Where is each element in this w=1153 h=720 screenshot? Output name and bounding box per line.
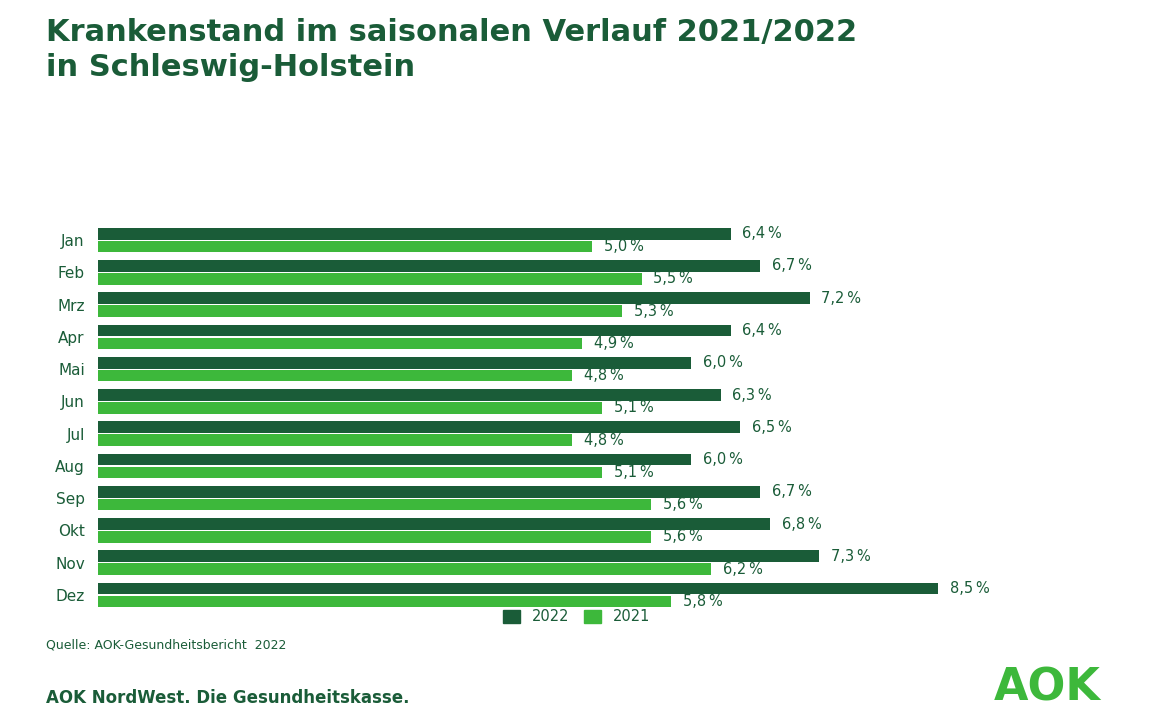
Text: 5,6 %: 5,6 %: [663, 498, 703, 512]
Bar: [98, 467, 602, 478]
Bar: [98, 260, 760, 272]
Text: 5,8 %: 5,8 %: [683, 594, 723, 609]
Text: 5,3 %: 5,3 %: [634, 304, 673, 319]
Text: 6,2 %: 6,2 %: [723, 562, 762, 577]
Text: 5,6 %: 5,6 %: [663, 529, 703, 544]
Text: AOK NordWest. Die Gesundheitskasse.: AOK NordWest. Die Gesundheitskasse.: [46, 689, 409, 707]
Bar: [98, 421, 740, 433]
Text: 6,0 %: 6,0 %: [703, 452, 743, 467]
Bar: [98, 499, 651, 510]
Bar: [98, 305, 621, 317]
Bar: [98, 434, 572, 446]
Text: 4,8 %: 4,8 %: [585, 433, 624, 448]
Bar: [98, 551, 820, 562]
Bar: [98, 531, 651, 543]
Bar: [98, 454, 691, 465]
Text: 6,7 %: 6,7 %: [773, 258, 812, 274]
Bar: [98, 486, 760, 498]
Text: Quelle: AOK-Gesundheitsbericht  2022: Quelle: AOK-Gesundheitsbericht 2022: [46, 639, 286, 652]
Text: 8,5 %: 8,5 %: [950, 581, 989, 596]
Text: 6,4 %: 6,4 %: [743, 323, 782, 338]
Bar: [98, 518, 770, 530]
Bar: [98, 273, 641, 284]
Text: 6,7 %: 6,7 %: [773, 485, 812, 499]
Bar: [98, 292, 809, 304]
Bar: [98, 582, 939, 595]
Bar: [98, 563, 710, 575]
Text: 6,3 %: 6,3 %: [732, 387, 773, 402]
Text: 4,9 %: 4,9 %: [594, 336, 634, 351]
Text: 5,1 %: 5,1 %: [613, 465, 654, 480]
Text: AOK: AOK: [994, 666, 1101, 709]
Text: 4,8 %: 4,8 %: [585, 368, 624, 383]
Text: 6,4 %: 6,4 %: [743, 226, 782, 241]
Bar: [98, 370, 572, 382]
Text: 7,3 %: 7,3 %: [831, 549, 871, 564]
Text: 7,2 %: 7,2 %: [821, 291, 861, 306]
Text: 6,8 %: 6,8 %: [782, 516, 822, 531]
Text: Krankenstand im saisonalen Verlauf 2021/2022
in Schleswig-Holstein: Krankenstand im saisonalen Verlauf 2021/…: [46, 18, 857, 82]
Bar: [98, 402, 602, 414]
Bar: [98, 228, 731, 240]
Text: 6,0 %: 6,0 %: [703, 355, 743, 370]
Text: 5,1 %: 5,1 %: [613, 400, 654, 415]
Text: 5,5 %: 5,5 %: [654, 271, 693, 287]
Text: 5,0 %: 5,0 %: [604, 239, 643, 254]
Text: 6,5 %: 6,5 %: [752, 420, 792, 435]
Bar: [98, 338, 582, 349]
Legend: 2022, 2021: 2022, 2021: [497, 603, 656, 630]
Bar: [98, 390, 721, 401]
Bar: [98, 240, 593, 253]
Bar: [98, 595, 671, 607]
Bar: [98, 357, 691, 369]
Bar: [98, 325, 731, 336]
